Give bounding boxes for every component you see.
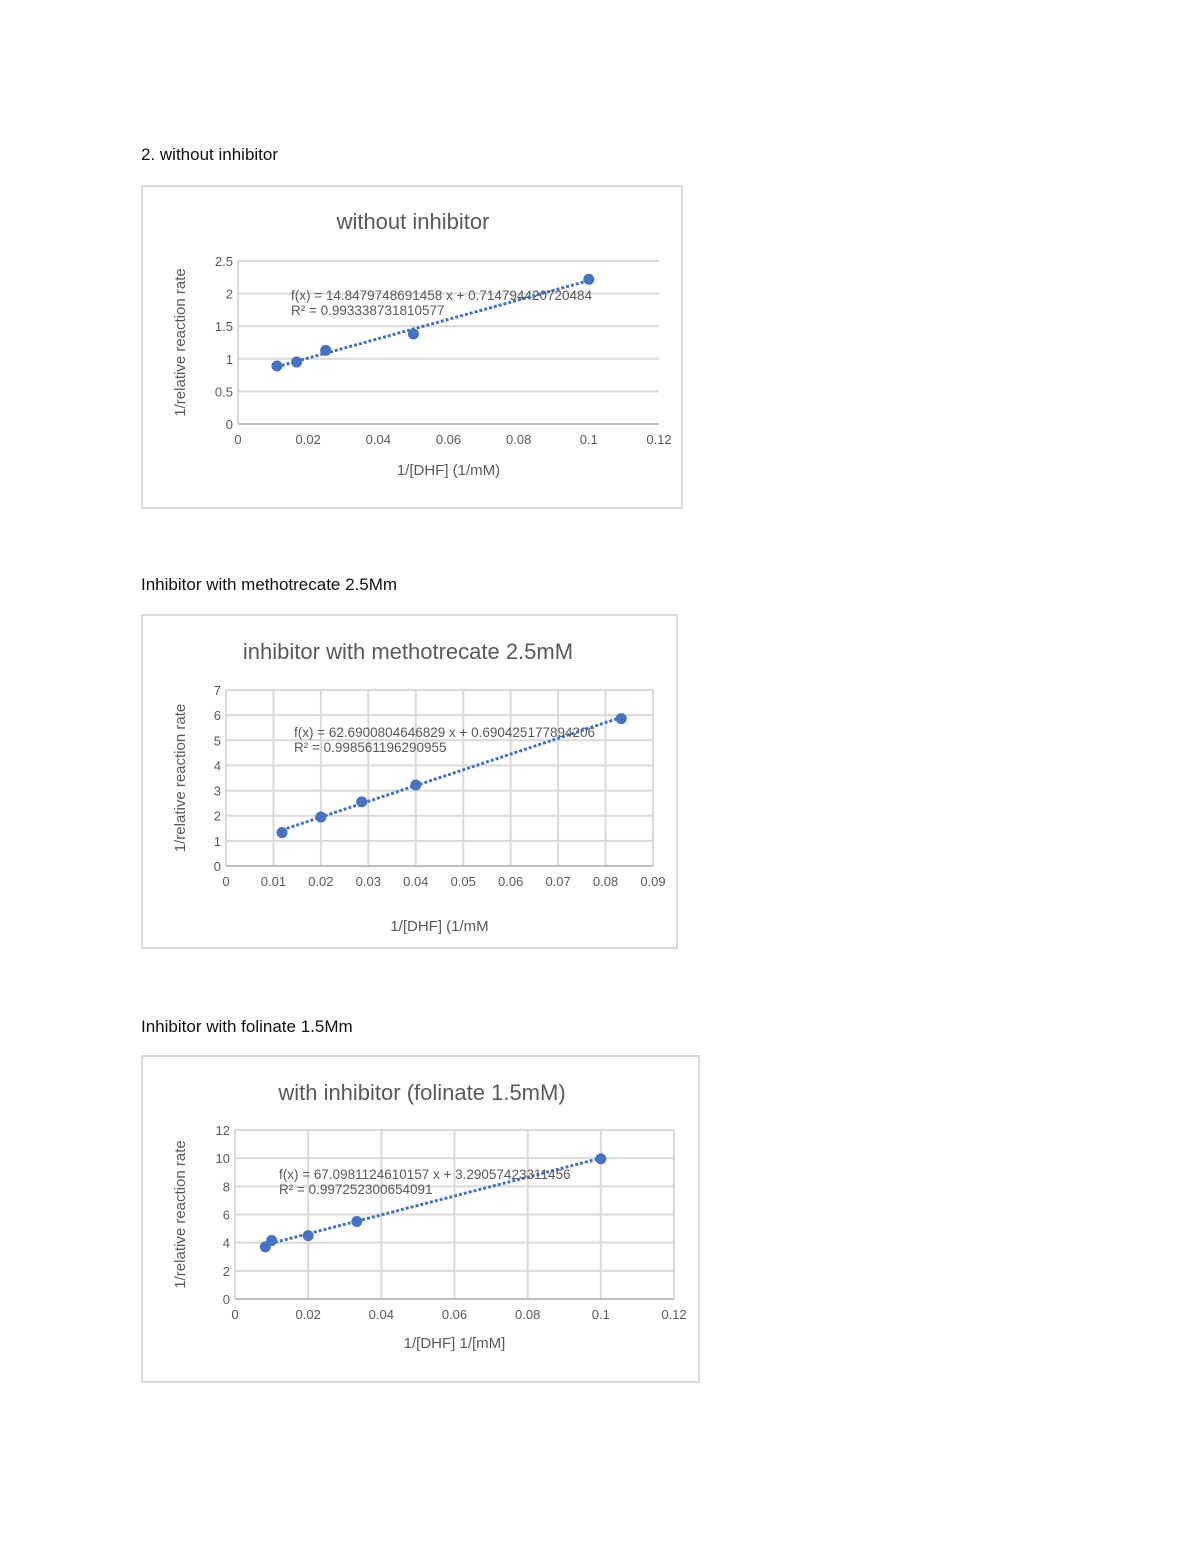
data-point: [271, 360, 283, 372]
x-tick-label: 0.02: [296, 1307, 321, 1322]
r-squared-label: R² = 0.997252300654091: [279, 1182, 433, 1197]
trendline-equation: f(x) = 62.6900804646829 x + 0.6904251778…: [294, 725, 595, 740]
data-point: [351, 1216, 363, 1228]
x-tick-label: 0.07: [545, 874, 570, 889]
chart-svg: with inhibitor (folinate 1.5mM) 0 2 4 6 8 10 12…: [172, 1080, 687, 1352]
x-tick-label: 0.01: [261, 874, 286, 889]
data-point: [291, 356, 303, 368]
y-tick-label: 4: [214, 758, 221, 773]
x-tick-label: 0.04: [366, 432, 391, 447]
x-tick-label: 0.08: [506, 432, 531, 447]
y-tick-label: 10: [216, 1151, 230, 1166]
x-tick-label: 0: [234, 432, 241, 447]
x-tick-label: 0.03: [356, 874, 381, 889]
chart-svg: without inhibitor 0 0.5 1 1.5 2 2.5 0 0.02 0.04 0.…: [172, 209, 672, 479]
y-tick-label: 2: [226, 287, 233, 302]
x-tick-label: 0.02: [308, 874, 333, 889]
data-point: [266, 1235, 278, 1247]
data-point: [320, 344, 332, 356]
x-tick-label: 0.09: [640, 874, 665, 889]
x-tick-label: 0.12: [646, 432, 671, 447]
chart-title: with inhibitor (folinate 1.5mM): [277, 1080, 565, 1105]
y-tick-label: 0: [214, 859, 221, 874]
x-tick-label: 0.08: [515, 1307, 540, 1322]
y-tick-label: 0: [226, 417, 233, 432]
y-tick-label: 7: [214, 683, 221, 698]
trendline: [276, 279, 590, 369]
x-tick-label: 0.04: [369, 1307, 394, 1322]
x-tick-label: 0.1: [592, 1307, 610, 1322]
x-axis-label: 1/[DHF] 1/[mM]: [404, 1335, 506, 1352]
y-axis-label: 1/relative reaction rate: [172, 268, 189, 416]
y-tick-label: 5: [214, 733, 221, 748]
chart-svg: inhibitor with methotrecate 2.5mM 0 1 2 3 4 5 6…: [172, 639, 666, 935]
y-tick-label: 2.5: [215, 254, 233, 269]
chart-folinate: with inhibitor (folinate 1.5mM) 0 2 4 6 8 10 12…: [141, 1055, 700, 1383]
chart-methotrexate: inhibitor with methotrecate 2.5mM 0 1 2 3 4 5 6…: [141, 614, 678, 949]
x-tick-label: 0.08: [593, 874, 618, 889]
x-axis-label: 1/[DHF] (1/mM): [397, 462, 500, 479]
y-axis-label: 1/relative reaction rate: [172, 1140, 189, 1288]
data-point: [595, 1153, 607, 1165]
x-tick-label: 0.06: [498, 874, 523, 889]
data-point: [410, 779, 422, 791]
data-point: [315, 811, 327, 823]
y-tick-label: 12: [216, 1123, 230, 1138]
x-tick-label: 0.06: [436, 432, 461, 447]
y-tick-label: 1.5: [215, 319, 233, 334]
y-tick-label: 6: [214, 708, 221, 723]
x-axis-label: 1/[DHF] (1/mM: [390, 918, 488, 935]
y-tick-label: 8: [223, 1179, 230, 1194]
y-tick-label: 6: [223, 1208, 230, 1223]
data-point: [407, 328, 419, 340]
y-tick-label: 0.5: [215, 384, 233, 399]
section-heading-without-inhibitor: 2. without inhibitor: [141, 145, 279, 164]
y-axis-label: 1/relative reaction rate: [172, 704, 189, 852]
x-tick-label: 0.02: [296, 432, 321, 447]
x-tick-label: 0: [231, 1307, 238, 1322]
trendline: [281, 715, 622, 832]
y-tick-label: 2: [214, 809, 221, 824]
section-heading-methotrexate: Inhibitor with methotrecate 2.5Mm: [141, 575, 398, 594]
chart-title: inhibitor with methotrecate 2.5mM: [243, 639, 573, 664]
x-tick-label: 0.04: [403, 874, 428, 889]
y-tick-label: 2: [223, 1264, 230, 1279]
r-squared-label: R² = 0.993338731810577: [291, 303, 445, 318]
chart-without-inhibitor: without inhibitor 0 0.5 1 1.5 2 2.5 0 0.02 0.04 0.…: [141, 185, 683, 509]
data-point: [615, 713, 627, 725]
x-tick-label: 0.05: [451, 874, 476, 889]
data-point: [583, 273, 595, 285]
y-tick-label: 1: [226, 352, 233, 367]
data-point: [356, 796, 368, 808]
trendline: [264, 1156, 602, 1247]
trendline-equation: f(x) = 67.0981124610157 x + 3.2905742331…: [279, 1167, 571, 1182]
trendline-equation: f(x) = 14.8479748691458 x + 0.7147944207…: [291, 288, 593, 303]
y-tick-label: 1: [214, 834, 221, 849]
y-tick-label: 3: [214, 784, 221, 799]
y-tick-label: 0: [223, 1292, 230, 1307]
data-point: [302, 1230, 314, 1242]
x-tick-label: 0.06: [442, 1307, 467, 1322]
x-tick-label: 0.1: [580, 432, 598, 447]
section-heading-folinate: Inhibitor with folinate 1.5Mm: [141, 1017, 353, 1036]
x-tick-label: 0.12: [661, 1307, 686, 1322]
r-squared-label: R² = 0.998561196290955: [294, 740, 447, 755]
chart-title: without inhibitor: [336, 209, 490, 234]
data-point: [276, 827, 288, 839]
x-tick-label: 0: [222, 874, 229, 889]
y-tick-label: 4: [223, 1236, 230, 1251]
